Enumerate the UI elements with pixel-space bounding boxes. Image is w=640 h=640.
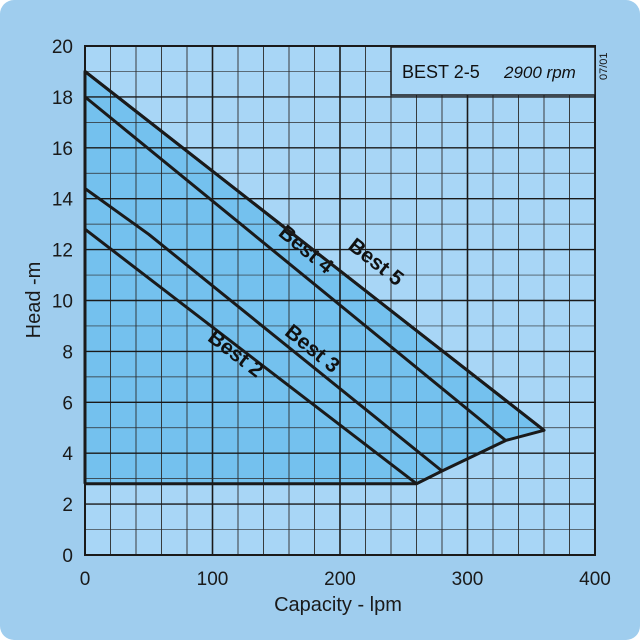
date-stamp: 07/01	[598, 52, 610, 80]
y-tick-label: 4	[62, 444, 73, 465]
x-axis-title: Capacity - lpm	[274, 594, 402, 616]
chart-title: BEST 2-5	[402, 62, 480, 82]
x-tick-label: 400	[579, 569, 611, 590]
chart-subtitle: 2900 rpm	[503, 63, 576, 82]
x-tick-label: 300	[452, 569, 484, 590]
curve-best-2	[84, 228, 418, 485]
curve-best-4	[84, 95, 507, 442]
y-tick-label: 2	[62, 495, 73, 516]
x-tick-label: 200	[324, 569, 356, 590]
y-tick-label: 6	[62, 393, 73, 414]
y-axis-title: Head -m	[23, 262, 45, 339]
x-tick-label: 0	[80, 569, 91, 590]
curve-best-5	[84, 70, 545, 432]
y-tick-label: 8	[62, 342, 73, 363]
title-box: BEST 2-5 2900 rpm	[390, 46, 596, 96]
y-tick-label: 12	[52, 241, 73, 262]
y-tick-label: 20	[52, 37, 73, 58]
y-tick-label: 14	[52, 190, 74, 211]
y-tick-label: 16	[52, 139, 73, 160]
curve-best-3	[84, 187, 443, 473]
y-tick-label: 0	[62, 546, 73, 567]
y-tick-label: 10	[52, 292, 73, 313]
y-tick-label: 18	[52, 88, 73, 109]
x-tick-label: 100	[197, 569, 229, 590]
